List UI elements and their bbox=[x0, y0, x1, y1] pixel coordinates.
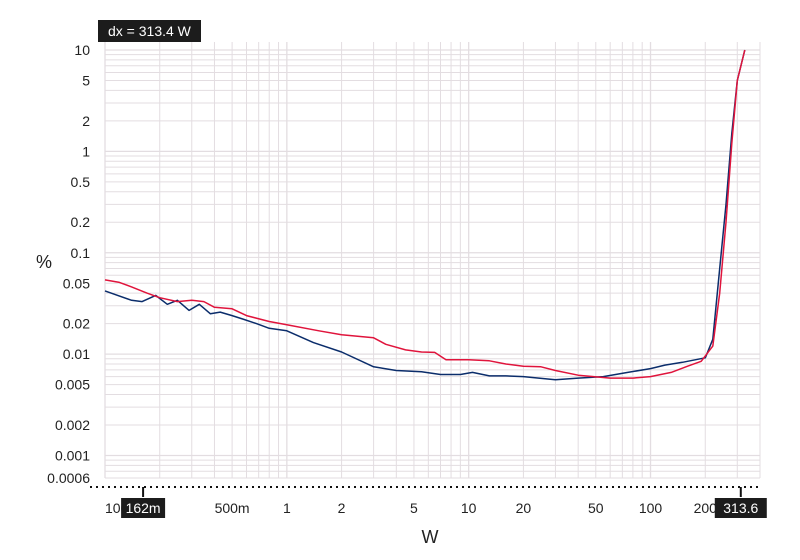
x-tick-label: 10 bbox=[461, 500, 477, 516]
y-axis-label: % bbox=[36, 252, 52, 272]
grid-layer bbox=[104, 42, 761, 479]
x-axis-label: W bbox=[422, 527, 439, 547]
y-tick-label: 0.1 bbox=[71, 245, 91, 261]
y-tick-label: 0.0006 bbox=[47, 470, 90, 486]
x-tick-label: 20 bbox=[516, 500, 532, 516]
series-line-1 bbox=[104, 49, 746, 381]
cursor-layer[interactable]: 162m 313.6 bbox=[121, 487, 767, 518]
series-line-2 bbox=[104, 49, 746, 379]
cursor-label: 313.6 bbox=[723, 500, 758, 516]
x-tick-label: 2 bbox=[338, 500, 346, 516]
cursor-label-box[interactable] bbox=[121, 498, 166, 518]
x-tick-label: 1 bbox=[283, 500, 291, 516]
y-tick-label: 2 bbox=[82, 113, 90, 129]
x-axis-ticks: 100m500m125102050100200400 bbox=[105, 500, 760, 516]
y-tick-label: 0.01 bbox=[63, 346, 90, 362]
y-tick-label: 0.5 bbox=[71, 174, 91, 190]
y-tick-label: 0.002 bbox=[55, 417, 90, 433]
y-tick-label: 0.005 bbox=[55, 377, 90, 393]
y-tick-label: 0.2 bbox=[71, 214, 91, 230]
y-tick-label: 5 bbox=[82, 73, 90, 89]
cursor-2[interactable]: 313.6 bbox=[714, 487, 767, 518]
y-tick-label: 10 bbox=[74, 42, 90, 58]
y-tick-label: 0.05 bbox=[63, 275, 90, 291]
x-tick-label: 500m bbox=[215, 500, 250, 516]
cursor-label: 162m bbox=[126, 500, 161, 516]
x-tick-label: 100 bbox=[639, 500, 663, 516]
y-tick-label: 1 bbox=[82, 143, 90, 159]
y-axis-ticks: 10 5 2 1 0.5 0.2 0.1 0.05 0.02 0.01 0.005 0.002 0.00… bbox=[47, 42, 90, 486]
x-tick-label: 5 bbox=[410, 500, 418, 516]
y-tick-label: 0.02 bbox=[63, 316, 90, 332]
cursor-label-box[interactable] bbox=[714, 498, 767, 518]
x-tick-label: 50 bbox=[588, 500, 604, 516]
y-tick-label: 0.001 bbox=[55, 448, 90, 464]
series-layer bbox=[104, 49, 746, 381]
x-tick-label: 200 bbox=[694, 500, 718, 516]
cursor-1[interactable]: 162m bbox=[121, 487, 166, 518]
cursor-readout: dx = 313.4 W bbox=[98, 20, 201, 42]
